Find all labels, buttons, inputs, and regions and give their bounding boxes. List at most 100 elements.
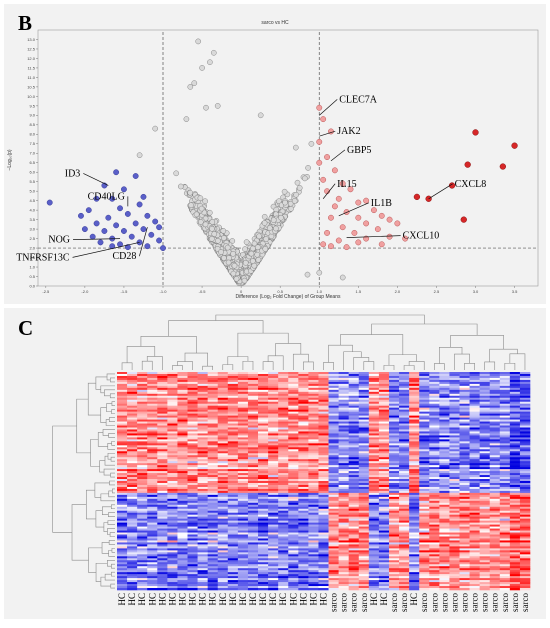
heatmap-cell [409,503,419,505]
heatmap-cell [359,437,369,439]
heatmap-cell [298,447,308,449]
heatmap-cell [238,491,248,493]
heatmap-cell [429,501,439,503]
heatmap-cell [500,433,510,435]
heatmap-cell [157,501,167,503]
heatmap-cell [198,374,208,376]
heatmap-cell [490,481,500,483]
heatmap-cell [500,475,510,477]
neutral-point [232,263,237,268]
heatmap-cell [459,479,469,481]
heatmap-cell [349,451,359,453]
heatmap-cell [369,501,379,503]
heatmap-cell [409,453,419,455]
heatmap-cell [188,431,198,433]
heatmap-cell [490,437,500,439]
heatmap-cell [449,408,459,410]
heatmap-cell [409,485,419,487]
heatmap-cell [339,382,349,384]
heatmap-cell [188,489,198,491]
heatmap-cell [349,376,359,378]
heatmap-cell [500,481,510,483]
heatmap-cell [470,439,480,441]
heatmap-cell [147,380,157,382]
heatmap-cell [399,422,409,424]
heatmap-cell [510,392,520,394]
heatmap-cell [339,515,349,517]
heatmap-cell [419,394,429,396]
heatmap-cell [298,477,308,479]
heatmap-cell [208,511,218,513]
heatmap-cell [117,392,127,394]
heatmap-cell [480,459,490,461]
heatmap-cell [147,378,157,380]
heatmap-cell [459,449,469,451]
heatmap-cell [459,451,469,453]
heatmap-cell [228,408,238,410]
heatmap-cell [399,380,409,382]
heatmap-cell [339,392,349,394]
heatmap-cell [480,390,490,392]
heatmap-cell [449,435,459,437]
heatmap-cell [137,459,147,461]
heatmap-cell [228,465,238,467]
heatmap-cell [258,400,268,402]
heatmap-cell [318,390,328,392]
heatmap-cell [238,435,248,437]
heatmap-cell [268,388,278,390]
gene-label: CD28 [112,251,136,262]
heatmap-cell [359,418,369,420]
heatmap-cell [117,451,127,453]
heatmap-cell [439,400,449,402]
heatmap-cell [329,431,339,433]
heatmap-cell [399,418,409,420]
heatmap-cell [318,380,328,382]
heatmap-cell [228,376,238,378]
heatmap-cell [238,443,248,445]
heatmap-cell [278,491,288,493]
heatmap-cell [218,437,228,439]
heatmap-cell [318,402,328,404]
heatmap-cell [258,424,268,426]
heatmap-cell [238,453,248,455]
heatmap-cell [298,372,308,374]
heatmap-cell [510,465,520,467]
heatmap-cell [329,481,339,483]
heatmap-cell [329,408,339,410]
heatmap-cell [127,408,137,410]
heatmap-cell [167,465,177,467]
heatmap-cell [177,467,187,469]
heatmap-cell [157,429,167,431]
heatmap-cell [520,443,530,445]
heatmap-cell [117,384,127,386]
heatmap-cell [147,388,157,390]
heatmap-cell [490,479,500,481]
heatmap-cell [510,380,520,382]
heatmap-cell [349,431,359,433]
heatmap-cell [500,390,510,392]
heatmap-cell [318,384,328,386]
heatmap-cell [218,495,228,497]
heatmap-cell [278,453,288,455]
heatmap-cell [157,491,167,493]
heatmap-cell [238,384,248,386]
heatmap-cell [459,427,469,429]
heatmap-cell [258,507,268,509]
heatmap-cell [248,463,258,465]
heatmap-cell [278,483,288,485]
heatmap-cell [137,467,147,469]
heatmap-cell [198,457,208,459]
heatmap-cell [258,493,268,495]
heatmap-cell [268,497,278,499]
heatmap-cell [339,493,349,495]
heatmap-cell [288,501,298,503]
x-tick-label: 3.5 [512,289,518,294]
heatmap-cell [167,416,177,418]
heatmap-cell [278,441,288,443]
heatmap-cell [117,422,127,424]
heatmap-cell [188,437,198,439]
heatmap-cell [470,465,480,467]
heatmap-cell [248,453,258,455]
heatmap-cell [449,467,459,469]
heatmap-cell [288,390,298,392]
